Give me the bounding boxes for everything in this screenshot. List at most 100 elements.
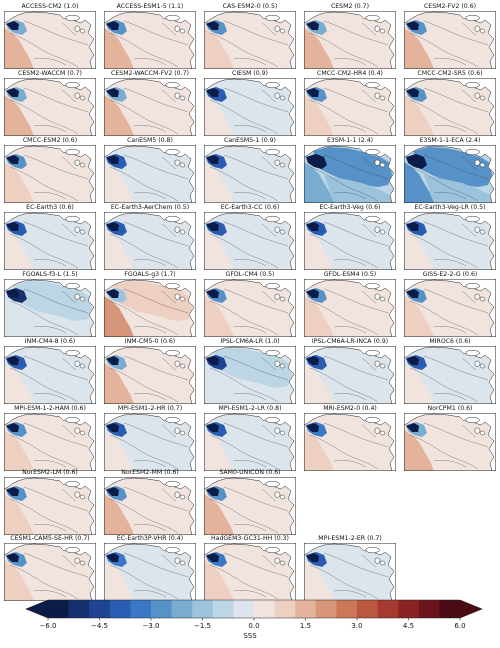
- baffin-region: [106, 553, 119, 562]
- subpolar-region: [112, 80, 192, 120]
- contour-line: [61, 89, 77, 103]
- contour-line: [461, 223, 477, 237]
- land-mask: [4, 543, 96, 601]
- panel-title: GFDL-ESM4 (0.5): [323, 271, 377, 278]
- subtropical-region: [124, 573, 196, 601]
- shelf-region: [404, 430, 434, 471]
- island: [279, 430, 286, 436]
- shelf-region: [204, 560, 234, 601]
- island: [274, 427, 281, 434]
- contour-line: [133, 58, 167, 66]
- subtropical-region: [324, 41, 396, 69]
- subpolar-region: [412, 13, 492, 53]
- contour-line: [323, 87, 389, 113]
- contour-line: [461, 156, 477, 170]
- model-panel: MPI-ESM-1-2-HAM (0.6): [4, 404, 96, 471]
- panel-title: MPI-ESM1-2-LR (0.8): [218, 405, 282, 412]
- panel-frame: [404, 145, 496, 203]
- subtropical-region: [424, 443, 496, 471]
- contour-line: [261, 488, 277, 502]
- bias-map: [4, 477, 96, 535]
- contour-line: [23, 87, 89, 113]
- panel-title: INM-CM5-0 (0.6): [124, 338, 176, 345]
- contour-line: [233, 125, 267, 133]
- baffin-region: [6, 356, 19, 365]
- island: [474, 25, 481, 32]
- island: [474, 226, 481, 233]
- contour-line: [261, 424, 277, 438]
- subtropical-region: [24, 376, 96, 404]
- model-panel: IPSL-CM6A-LR-INCA (0.9): [304, 337, 396, 404]
- contour-line: [309, 99, 379, 135]
- panel-frame: [4, 145, 96, 203]
- contour-line: [361, 22, 377, 36]
- baffin-region: [106, 487, 119, 496]
- panel-title: CESM2-WACCM (0.7): [18, 70, 82, 77]
- panel-title: NorESM2-LM (0.6): [22, 469, 78, 476]
- island: [174, 25, 181, 32]
- subtropical-region: [224, 443, 296, 471]
- land-mask: [304, 543, 396, 601]
- baffin-region: [106, 155, 119, 164]
- contour-line: [223, 422, 289, 448]
- shelf-region: [404, 28, 434, 69]
- panel-frame: [204, 145, 296, 203]
- contour-line: [109, 367, 179, 403]
- land-mask: [104, 477, 196, 535]
- subtropical-region: [124, 242, 196, 270]
- island: [279, 95, 286, 101]
- contour-line: [61, 223, 77, 237]
- panel-title: CanESM5 (0.8): [127, 137, 173, 144]
- contour-line: [261, 156, 277, 170]
- model-panel: GISS-E2-2-G (0.6): [404, 270, 496, 337]
- island: [479, 162, 486, 168]
- subpolar-region: [312, 13, 392, 53]
- contour-line: [433, 125, 467, 133]
- land-mask: [204, 346, 296, 404]
- contour-line: [209, 300, 279, 336]
- island: [479, 28, 486, 34]
- island: [479, 363, 486, 369]
- panel-frame: [4, 413, 96, 471]
- colorbar: −6.0 −4.5 −3.0 −1.5 0.0 1.5 3.0 4.5 6.0 SSS: [25, 599, 483, 640]
- land-mask: [4, 11, 96, 69]
- land-mask: [404, 346, 496, 404]
- island: [279, 494, 286, 500]
- subtropical-region: [324, 573, 396, 601]
- panel-title: CESM2-FV2 (0.6): [423, 3, 477, 10]
- panel-frame: [4, 11, 96, 69]
- contour-line: [209, 99, 279, 135]
- contour-line: [223, 552, 289, 578]
- island: [374, 159, 381, 166]
- contour-line: [161, 223, 177, 237]
- model-panel: FGOALS-g3 (1.7): [104, 270, 196, 337]
- contour-line: [109, 233, 179, 269]
- model-panel: CanESM5 (0.8): [104, 136, 196, 203]
- shelf-region: [204, 494, 234, 535]
- contour-line: [23, 221, 89, 247]
- colorbar-swatch: [212, 600, 234, 618]
- island: [379, 95, 386, 101]
- contour-line: [23, 154, 89, 180]
- bias-map: [104, 145, 196, 203]
- contour-line: [23, 422, 89, 448]
- panel-title: MPI-ESM1-2-HR (0.7): [117, 405, 183, 412]
- subpolar-region: [212, 147, 292, 187]
- island: [274, 491, 281, 498]
- contour-line: [123, 87, 189, 113]
- subtropical-region: [424, 41, 496, 69]
- subtropical-region: [24, 507, 96, 535]
- contour-line: [23, 552, 89, 578]
- colorbar-extend-low: [26, 600, 48, 618]
- shelf-region: [404, 296, 434, 337]
- panel-frame: [304, 413, 396, 471]
- bias-map: [204, 279, 296, 337]
- panel-frame: [104, 279, 196, 337]
- contour-line: [33, 326, 67, 334]
- contour-line: [433, 58, 467, 66]
- bias-map: [104, 212, 196, 270]
- shelf-region: [4, 560, 34, 601]
- colorbar-tick-label: −4.5: [91, 622, 108, 630]
- contour-line: [109, 498, 179, 534]
- subtropical-region: [324, 242, 396, 270]
